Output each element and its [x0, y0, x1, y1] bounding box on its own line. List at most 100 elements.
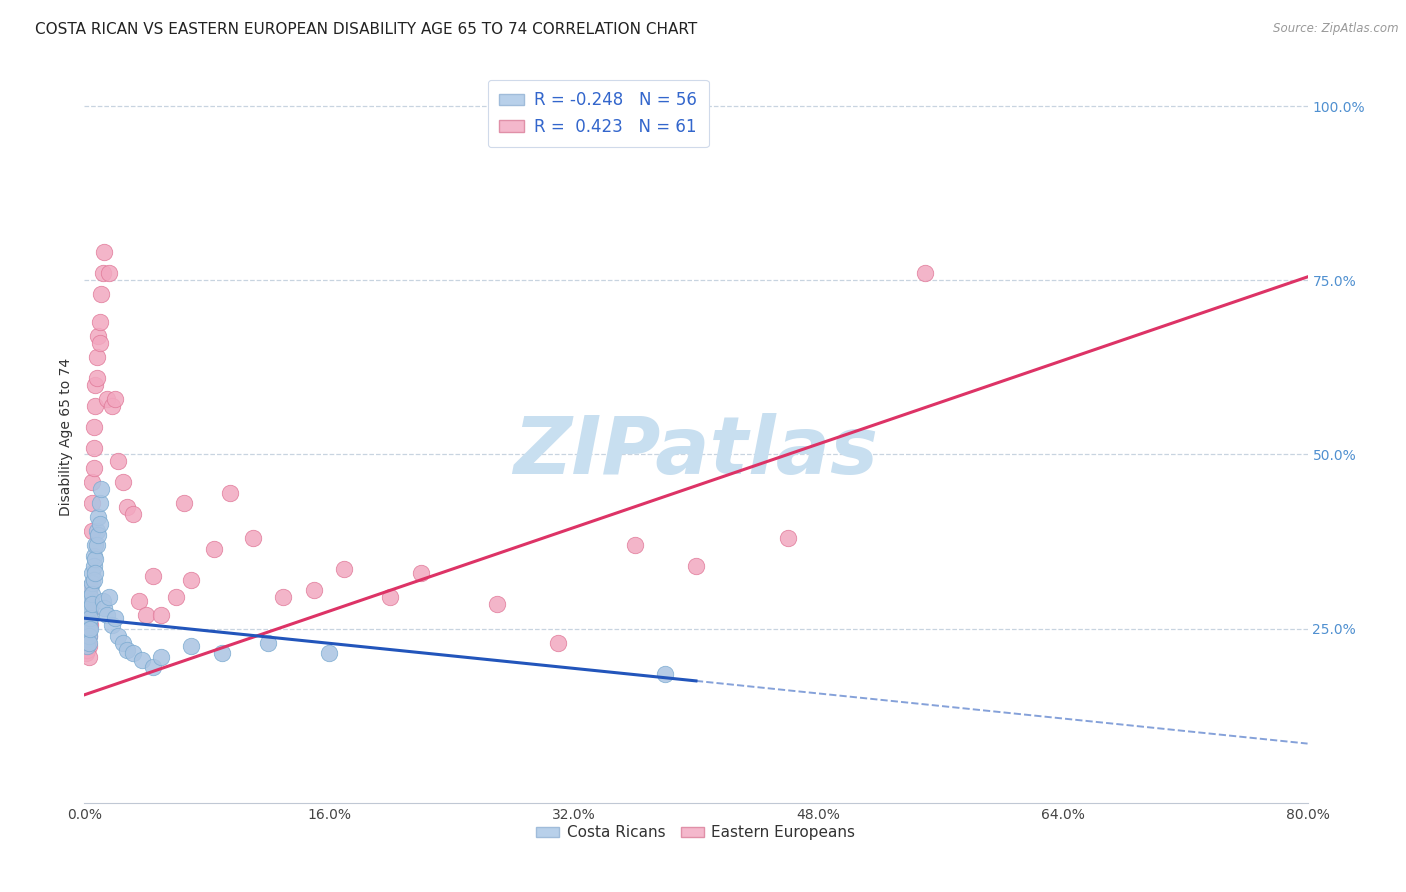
Point — [83, 419, 105, 434]
Point — [80, 496, 103, 510]
Point — [86, 371, 108, 385]
Point — [77, 607, 100, 622]
Point — [77, 594, 100, 608]
Point — [97, 266, 120, 280]
Point — [80, 566, 103, 580]
Point — [76, 632, 98, 646]
Point — [76, 632, 98, 646]
Point — [122, 646, 145, 660]
Point — [104, 611, 127, 625]
Point — [91, 594, 114, 608]
Legend: Costa Ricans, Eastern Europeans: Costa Ricans, Eastern Europeans — [530, 819, 862, 847]
Point — [84, 538, 107, 552]
Point — [75, 615, 97, 629]
Point — [211, 646, 233, 660]
Point — [76, 611, 98, 625]
Point — [79, 600, 101, 615]
Point — [80, 576, 103, 591]
Point — [75, 635, 97, 649]
Point — [914, 266, 936, 280]
Point — [83, 461, 105, 475]
Point — [76, 639, 98, 653]
Point — [76, 615, 98, 629]
Point — [93, 600, 115, 615]
Point — [654, 667, 676, 681]
Point — [77, 622, 100, 636]
Point — [80, 587, 103, 601]
Point — [76, 618, 98, 632]
Point — [86, 538, 108, 552]
Point — [115, 642, 138, 657]
Point — [97, 591, 120, 605]
Point — [91, 266, 114, 280]
Point — [149, 607, 172, 622]
Point — [202, 541, 225, 556]
Point — [149, 649, 172, 664]
Point — [75, 629, 97, 643]
Point — [131, 653, 153, 667]
Point — [77, 635, 100, 649]
Point — [180, 639, 202, 653]
Point — [79, 618, 101, 632]
Point — [79, 580, 101, 594]
Point — [79, 580, 101, 594]
Point — [547, 635, 569, 649]
Point — [83, 549, 105, 563]
Point — [84, 377, 107, 392]
Point — [271, 591, 294, 605]
Text: ZIPatlas: ZIPatlas — [513, 413, 879, 491]
Point — [79, 604, 101, 618]
Point — [80, 597, 103, 611]
Point — [93, 245, 115, 260]
Point — [77, 618, 100, 632]
Point — [77, 607, 100, 622]
Point — [76, 604, 98, 618]
Text: COSTA RICAN VS EASTERN EUROPEAN DISABILITY AGE 65 TO 74 CORRELATION CHART: COSTA RICAN VS EASTERN EUROPEAN DISABILI… — [35, 22, 697, 37]
Point — [409, 566, 432, 580]
Point — [80, 524, 103, 538]
Point — [89, 315, 111, 329]
Text: Source: ZipAtlas.com: Source: ZipAtlas.com — [1274, 22, 1399, 36]
Point — [75, 629, 97, 643]
Point — [111, 475, 134, 490]
Point — [84, 552, 107, 566]
Point — [333, 562, 356, 576]
Point — [89, 496, 111, 510]
Point — [84, 399, 107, 413]
Point — [90, 287, 112, 301]
Point — [87, 527, 110, 541]
Point — [77, 615, 100, 629]
Point — [83, 441, 105, 455]
Point — [302, 583, 325, 598]
Point — [96, 392, 118, 406]
Point — [115, 500, 138, 514]
Point — [77, 629, 100, 643]
Point — [107, 454, 129, 468]
Point — [77, 600, 100, 615]
Point — [84, 566, 107, 580]
Point — [75, 646, 97, 660]
Point — [77, 639, 100, 653]
Y-axis label: Disability Age 65 to 74: Disability Age 65 to 74 — [59, 358, 73, 516]
Point — [79, 611, 101, 625]
Point — [122, 507, 145, 521]
Point — [142, 569, 165, 583]
Point — [101, 618, 124, 632]
Point — [624, 538, 647, 552]
Point — [685, 558, 707, 573]
Point — [76, 625, 98, 640]
Point — [173, 496, 195, 510]
Point — [486, 597, 509, 611]
Point — [89, 336, 111, 351]
Point — [79, 591, 101, 605]
Point — [128, 594, 150, 608]
Point — [135, 607, 157, 622]
Point — [87, 510, 110, 524]
Point — [79, 591, 101, 605]
Point — [76, 623, 98, 637]
Point — [87, 329, 110, 343]
Point — [75, 622, 97, 636]
Point — [242, 531, 264, 545]
Point — [180, 573, 202, 587]
Point — [77, 649, 100, 664]
